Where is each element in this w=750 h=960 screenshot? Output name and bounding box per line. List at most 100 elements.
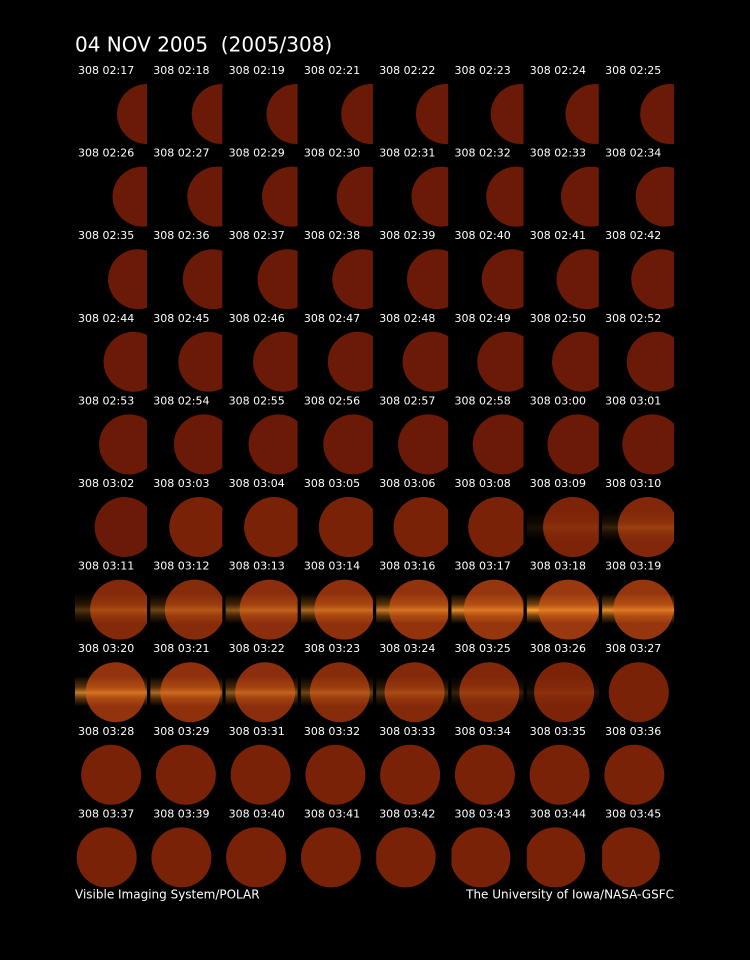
frame-label: 308 02:48: [379, 312, 435, 325]
image-cell: [178, 331, 223, 392]
frame-label: 308 02:53: [78, 394, 134, 407]
frame-label: 308 03:24: [379, 642, 435, 655]
image-cell: [529, 744, 590, 805]
disk-glow: [309, 662, 370, 723]
title: 04 NOV 2005 (2005/308): [75, 33, 332, 57]
image-cell: [75, 662, 147, 723]
earth-disk: [76, 827, 137, 888]
image-cell: [552, 331, 599, 392]
earth-disk: [608, 662, 669, 723]
image-cell: [244, 497, 298, 557]
aurora-band: [526, 511, 599, 541]
frame-label: 308 03:13: [229, 560, 285, 573]
earth-disk: [481, 249, 524, 310]
earth-disk: [81, 744, 142, 805]
image-cell: [169, 497, 223, 557]
earth-disk: [552, 331, 599, 392]
disk-glow: [90, 579, 147, 640]
image-cell: [300, 662, 373, 723]
image-cell: [411, 166, 449, 227]
frame-label: 308 03:00: [530, 394, 586, 407]
image-cell: [640, 84, 675, 144]
earth-disk: [376, 827, 436, 888]
frame-label: 308 02:26: [78, 147, 134, 160]
image-cell: [380, 744, 441, 805]
frame-label: 308 02:56: [304, 394, 360, 407]
frame-label: 308 02:46: [229, 312, 285, 325]
disk-glow: [543, 497, 599, 557]
image-cell: [604, 744, 665, 805]
frame-label: 308 02:44: [78, 312, 134, 325]
frame-label: 308 03:39: [153, 807, 209, 820]
image-cell: [94, 497, 147, 557]
earth-disk: [187, 166, 223, 227]
frame-label: 308 02:21: [304, 64, 360, 77]
frame-label: 308 03:03: [153, 477, 209, 490]
image-cell: [266, 84, 298, 144]
image-cell: [602, 579, 675, 640]
earth-disk: [393, 497, 449, 557]
frame-label: 308 02:54: [153, 394, 209, 407]
image-cell: [225, 579, 298, 640]
frame-label: 308 03:17: [455, 560, 511, 573]
frame-label: 308 03:08: [455, 477, 511, 490]
aurora-band: [75, 676, 147, 707]
image-cell: [108, 249, 147, 310]
image-cell: [262, 166, 298, 227]
image-cell: [526, 662, 599, 723]
aurora-band: [150, 676, 223, 707]
earth-disk: [155, 744, 216, 805]
earth-disk: [182, 249, 223, 310]
disk-glow: [389, 579, 449, 640]
disk-glow: [534, 662, 595, 723]
frame-label: 308 03:12: [153, 560, 209, 573]
image-cell: [103, 331, 147, 392]
image-cell: [451, 579, 524, 640]
image-cell: [415, 84, 449, 144]
frame-label: 308 02:23: [455, 64, 511, 77]
image-cell: [182, 249, 223, 310]
frame-label: 308 03:32: [304, 725, 360, 738]
earth-disk: [230, 744, 291, 805]
frame-label: 308 03:33: [379, 725, 435, 738]
aurora-band: [300, 676, 373, 707]
frame-label: 308 03:19: [605, 560, 661, 573]
earth-disk: [332, 249, 373, 310]
image-cell: [75, 579, 147, 640]
earth-disk: [556, 249, 599, 310]
earth-disk: [604, 744, 665, 805]
image-cell: [398, 414, 449, 475]
image-cell: [526, 497, 599, 557]
footer-right: The University of Iowa/NASA-GSFC: [465, 888, 674, 902]
aurora-band: [225, 676, 298, 707]
earth-disk: [305, 744, 366, 805]
frame-label: 308 03:31: [229, 725, 285, 738]
frame-label: 308 02:27: [153, 147, 209, 160]
frame-label: 308 03:02: [78, 477, 134, 490]
image-cell: [318, 497, 373, 557]
image-cell: [486, 166, 524, 227]
aurora-band: [526, 593, 599, 624]
earth-disk: [191, 84, 223, 144]
image-cell: [323, 414, 373, 475]
earth-disk: [602, 827, 660, 888]
frame-label: 308 03:45: [605, 807, 661, 820]
image-cell: [481, 249, 524, 310]
disk-glow: [384, 662, 445, 723]
earth-disk: [547, 414, 599, 475]
image-cell: [490, 84, 524, 144]
frame-label: 308 03:14: [304, 560, 360, 573]
earth-disk: [169, 497, 223, 557]
earth-disk: [94, 497, 147, 557]
image-cell: [76, 827, 137, 888]
image-cell: [191, 84, 223, 144]
frame-label: 308 03:37: [78, 807, 134, 820]
disk-glow: [239, 579, 298, 640]
frame-label: 308 03:25: [455, 642, 511, 655]
earth-disk: [402, 331, 449, 392]
image-cell: [468, 497, 524, 557]
frame-label: 308 02:37: [229, 229, 285, 242]
earth-disk: [300, 827, 361, 888]
frame-label: 308 03:21: [153, 642, 209, 655]
frame-label: 308 03:44: [530, 807, 586, 820]
